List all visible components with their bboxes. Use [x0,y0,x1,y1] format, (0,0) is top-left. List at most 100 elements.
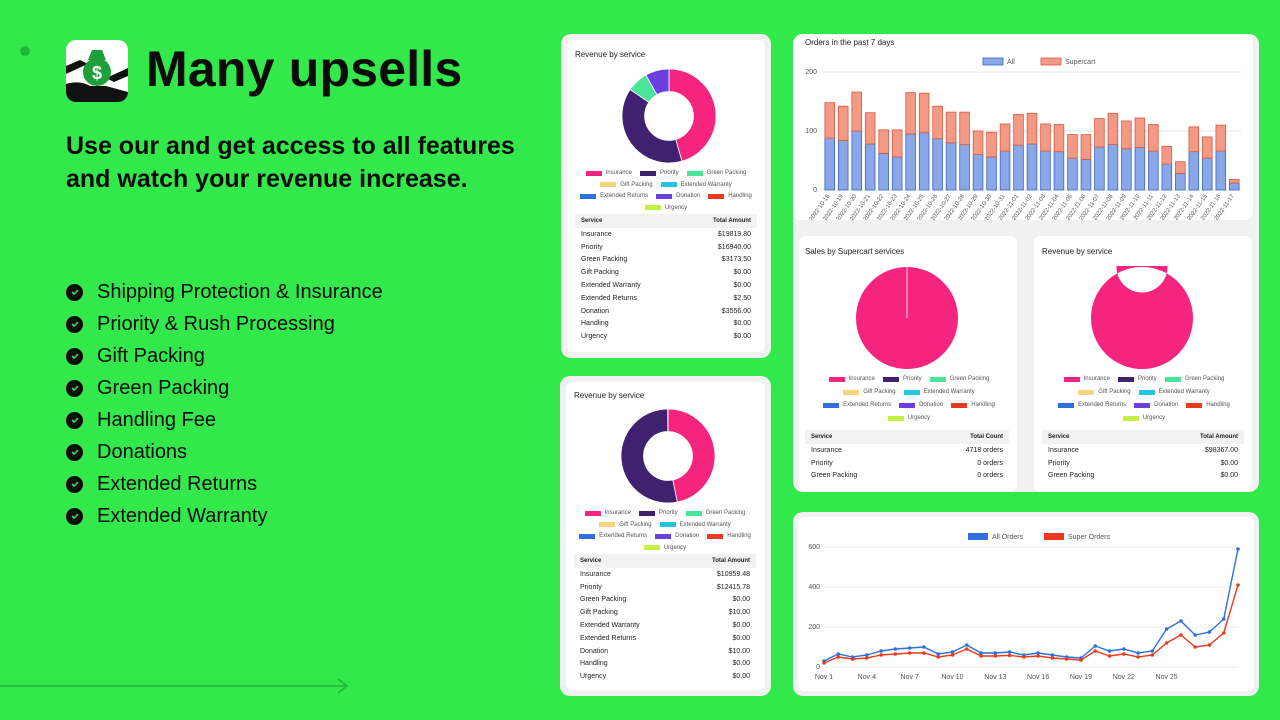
bar-supercart[interactable] [932,105,943,140]
data-point[interactable] [1050,653,1055,657]
data-point[interactable] [1164,627,1169,631]
bar-supercart[interactable] [905,92,916,135]
bar-supercart[interactable] [891,129,903,158]
data-point[interactable] [879,649,883,653]
legend-item[interactable]: Donation [1134,400,1178,411]
data-point[interactable] [1236,583,1240,587]
data-point[interactable] [1093,649,1098,653]
data-point[interactable] [1093,644,1098,648]
legend-swatch[interactable] [1044,533,1064,540]
data-point[interactable] [1150,649,1155,653]
bar-all[interactable] [905,133,916,191]
data-point[interactable] [964,643,969,647]
legend-item[interactable]: Gift Packing [599,520,652,530]
data-point[interactable] [836,655,841,659]
bar-supercart[interactable] [1121,120,1132,150]
legend-item[interactable]: Extended Returns [823,400,891,411]
bar-all[interactable] [1188,151,1200,191]
legend-item[interactable]: Handling [708,191,752,201]
bar-supercart[interactable] [1040,123,1051,152]
bar-all[interactable] [999,150,1011,191]
legend-item[interactable]: Priority [882,374,922,385]
data-point[interactable] [936,652,941,656]
data-point[interactable] [936,655,941,659]
bar-supercart[interactable] [999,123,1011,152]
legend-swatch[interactable] [1040,57,1062,66]
bar-all[interactable] [1053,151,1065,191]
data-point[interactable] [964,647,969,651]
bar-supercart[interactable] [1148,124,1159,152]
legend-item[interactable]: Insurance [585,168,632,178]
bar-supercart[interactable] [1175,161,1186,174]
bar-all[interactable] [1215,150,1227,191]
data-point[interactable] [1136,651,1140,655]
legend-swatch[interactable] [982,57,1004,66]
data-point[interactable] [1236,547,1240,551]
legend-item[interactable]: Priority [1117,374,1157,385]
data-point[interactable] [1193,645,1197,649]
bar-all[interactable] [1013,144,1024,191]
bar-all[interactable] [1175,173,1186,191]
bar-all[interactable] [945,142,957,191]
data-point[interactable] [1207,630,1212,634]
bar-supercart[interactable] [1094,118,1105,148]
legend-item[interactable]: Gift Packing [600,180,653,190]
data-point[interactable] [1007,650,1012,654]
legend-item[interactable]: Insurance [1063,374,1110,385]
data-point[interactable] [1221,631,1226,635]
data-point[interactable] [1193,633,1197,637]
data-point[interactable] [979,651,983,655]
data-point[interactable] [1079,658,1083,662]
legend-item[interactable]: Gift Packing [843,387,896,398]
bar-all[interactable] [1121,148,1132,191]
bar-all[interactable] [1148,150,1159,191]
bar-supercart[interactable] [986,131,997,158]
legend-item[interactable]: Urgency [1122,413,1165,424]
data-point[interactable] [822,661,826,665]
bar-supercart[interactable] [1229,178,1240,184]
bar-supercart[interactable] [1107,112,1119,145]
legend-item[interactable]: Green Packing [685,508,745,518]
data-point[interactable] [879,653,883,657]
bar-supercart[interactable] [1067,134,1078,159]
data-point[interactable] [850,657,855,661]
data-point[interactable] [865,653,869,657]
data-point[interactable] [1036,654,1040,658]
bar-all[interactable] [851,130,862,191]
bar-supercart[interactable] [1080,134,1092,160]
data-point[interactable] [1107,654,1112,658]
data-point[interactable] [1150,653,1155,657]
legend-item[interactable]: Extended Warranty [903,387,975,398]
legend-item[interactable]: Insurance [584,508,631,518]
bar-all[interactable] [1040,150,1051,191]
bar-supercart[interactable] [1188,126,1200,153]
legend-item[interactable]: Extended Warranty [1138,387,1210,398]
legend-swatch[interactable] [968,533,988,540]
bar-supercart[interactable] [864,112,876,145]
bar-all[interactable] [1202,157,1213,191]
data-point[interactable] [1179,619,1183,623]
bar-all[interactable] [864,143,876,191]
bar-supercart[interactable] [851,91,862,132]
legend-item[interactable]: Handling [707,531,751,541]
bar-all[interactable] [1134,147,1146,191]
pie-slice-insurance[interactable] [667,408,716,503]
legend-item[interactable]: Urgency [644,203,687,213]
pie-slice-priority[interactable] [621,88,683,164]
legend-item[interactable]: Priority [639,168,679,178]
legend-item[interactable]: Urgency [643,543,686,553]
data-point[interactable] [922,645,926,649]
data-point[interactable] [1007,653,1012,658]
legend-item[interactable]: Extended Returns [580,191,648,201]
data-point[interactable] [1036,651,1040,655]
data-point[interactable] [1064,657,1069,661]
data-point[interactable] [1136,655,1140,659]
data-point[interactable] [1121,652,1126,656]
bar-all[interactable] [1094,146,1105,191]
data-point[interactable] [993,654,998,658]
pie-slice-priority[interactable] [620,408,678,504]
bar-all[interactable] [1026,143,1038,191]
pie-slice-donation[interactable] [645,68,670,96]
bar-all[interactable] [878,153,889,191]
data-point[interactable] [922,651,926,655]
